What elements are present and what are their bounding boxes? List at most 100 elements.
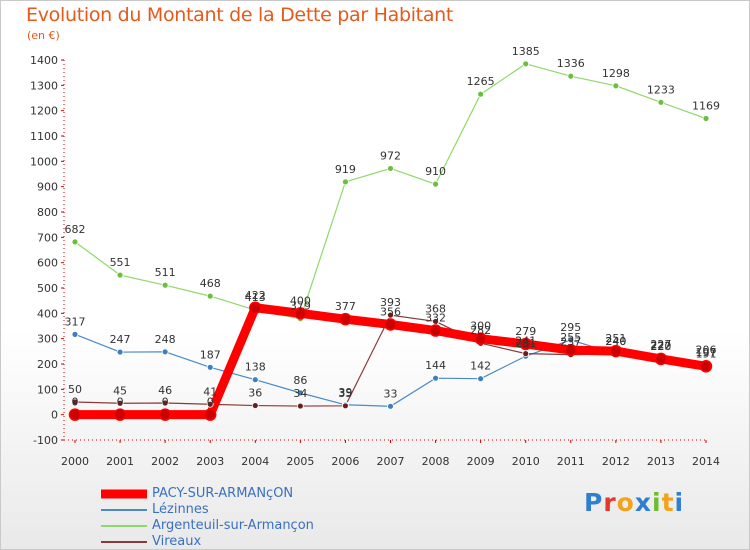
series-lines bbox=[70, 63, 711, 420]
logo-letter: t bbox=[661, 488, 675, 517]
data-label-2: 972 bbox=[380, 149, 401, 162]
logo-letter: r bbox=[603, 488, 617, 517]
data-label-3: 35 bbox=[338, 387, 352, 400]
data-label-0: 300 bbox=[470, 320, 491, 333]
data-label-3: 36 bbox=[248, 387, 262, 400]
data-label-0: 220 bbox=[650, 340, 671, 353]
data-label-1: 39 bbox=[338, 386, 352, 399]
data-label-1: 33 bbox=[384, 387, 398, 400]
legend-swatch-pacy bbox=[101, 489, 147, 499]
chart-title: Evolution du Montant de la Dette par Hab… bbox=[26, 4, 454, 26]
x-tick-label: 2010 bbox=[512, 455, 540, 468]
data-point-1 bbox=[387, 402, 394, 410]
y-tick-label: 1200 bbox=[30, 105, 58, 118]
data-point-1 bbox=[71, 330, 79, 338]
data-point-2 bbox=[522, 60, 530, 68]
data-point-1 bbox=[206, 363, 214, 371]
unit-label: (en €) bbox=[27, 29, 60, 42]
legend-item-argenteuil: Argenteuil-sur-Armançon bbox=[100, 518, 314, 534]
data-label-1: 206 bbox=[696, 343, 717, 356]
x-tick-label: 2009 bbox=[467, 455, 495, 468]
data-point-0 bbox=[113, 408, 127, 421]
series-markers bbox=[68, 60, 713, 421]
legend-item-pacy: PACY-SUR-ARMANçON bbox=[100, 486, 314, 502]
x-tick-label: 2004 bbox=[241, 455, 269, 468]
y-tick-label: 700 bbox=[37, 231, 58, 244]
data-label-0: 377 bbox=[335, 300, 356, 313]
data-label-3: 46 bbox=[158, 384, 172, 397]
value-labels: 682 551 511 468 413 379 919 972 910 1265 1385 1336 1… bbox=[65, 45, 721, 409]
series-line-2 bbox=[74, 63, 707, 320]
data-label-1: 317 bbox=[65, 315, 86, 328]
data-point-3 bbox=[251, 402, 259, 409]
x-tick-label: 2002 bbox=[151, 455, 179, 468]
x-tick-label: 2008 bbox=[422, 455, 450, 468]
data-point-0 bbox=[519, 337, 532, 351]
data-point-0 bbox=[429, 324, 442, 337]
data-point-0 bbox=[294, 307, 307, 320]
data-point-2 bbox=[567, 72, 575, 80]
data-label-1: 86 bbox=[293, 374, 307, 387]
data-label-1: 227 bbox=[650, 338, 671, 351]
y-tick-label: 900 bbox=[37, 181, 58, 194]
data-label-3: 45 bbox=[113, 384, 127, 397]
x-tick-label: 2006 bbox=[331, 455, 359, 468]
y-tick-label: 1000 bbox=[30, 155, 58, 168]
data-label-1: 248 bbox=[155, 333, 176, 346]
data-point-2 bbox=[116, 271, 124, 279]
data-point-1 bbox=[161, 348, 169, 356]
data-point-0 bbox=[474, 332, 487, 345]
y-tick-label: 0 bbox=[51, 409, 58, 422]
y-tick-label: 600 bbox=[37, 257, 58, 270]
data-point-2 bbox=[477, 90, 485, 98]
data-label-2: 1169 bbox=[692, 100, 720, 113]
data-label-2: 413 bbox=[245, 291, 266, 304]
logo-letter: x bbox=[634, 488, 652, 517]
axes: -100010020030040050060070080090010001100… bbox=[30, 54, 720, 468]
logo-letter: i bbox=[674, 488, 685, 517]
data-label-1: 138 bbox=[245, 361, 266, 374]
data-point-2 bbox=[612, 82, 620, 90]
data-point-2 bbox=[161, 281, 169, 289]
data-label-2: 919 bbox=[335, 163, 356, 176]
legend: PACY-SUR-ARMANçON Lézinnes Argenteuil-su… bbox=[100, 486, 314, 550]
data-label-3: 237 bbox=[560, 336, 581, 349]
data-label-0: 0 bbox=[117, 396, 124, 409]
data-point-2 bbox=[387, 165, 394, 172]
data-point-0 bbox=[158, 408, 172, 421]
data-label-2: 1385 bbox=[512, 45, 540, 58]
legend-label-lezinnes: Lézinnes bbox=[152, 502, 209, 517]
y-tick-label: 500 bbox=[37, 282, 58, 295]
data-label-3: 393 bbox=[380, 296, 401, 309]
logo-letter: i bbox=[652, 488, 662, 517]
data-label-2: 1336 bbox=[557, 57, 585, 70]
data-point-3 bbox=[116, 399, 124, 407]
data-label-3: 282 bbox=[470, 324, 491, 337]
data-point-3 bbox=[161, 399, 169, 407]
legend-swatch-lezinnes bbox=[101, 509, 147, 511]
data-point-0 bbox=[339, 312, 352, 326]
data-label-1: 295 bbox=[560, 321, 581, 334]
data-label-2: 1298 bbox=[602, 67, 630, 80]
x-tick-label: 2014 bbox=[692, 455, 720, 468]
data-label-3: 41 bbox=[203, 385, 217, 398]
data-point-1 bbox=[116, 348, 124, 356]
data-label-2: 379 bbox=[290, 300, 311, 313]
data-point-3 bbox=[296, 402, 304, 410]
data-label-3: 34 bbox=[293, 387, 307, 400]
data-label-2: 1233 bbox=[647, 83, 675, 96]
data-label-2: 682 bbox=[65, 223, 86, 236]
data-label-2: 1265 bbox=[467, 75, 495, 88]
y-tick-label: 300 bbox=[37, 333, 58, 346]
data-label-3: 50 bbox=[68, 383, 82, 396]
data-label-1: 144 bbox=[425, 359, 446, 372]
data-point-1 bbox=[251, 376, 259, 384]
data-label-1: 240 bbox=[605, 335, 626, 348]
data-label-1: 142 bbox=[470, 360, 491, 373]
data-point-0 bbox=[68, 408, 82, 421]
x-tick-label: 2005 bbox=[286, 455, 314, 468]
legend-label-argenteuil: Argenteuil-sur-Armançon bbox=[152, 518, 314, 533]
data-point-0 bbox=[384, 318, 397, 331]
